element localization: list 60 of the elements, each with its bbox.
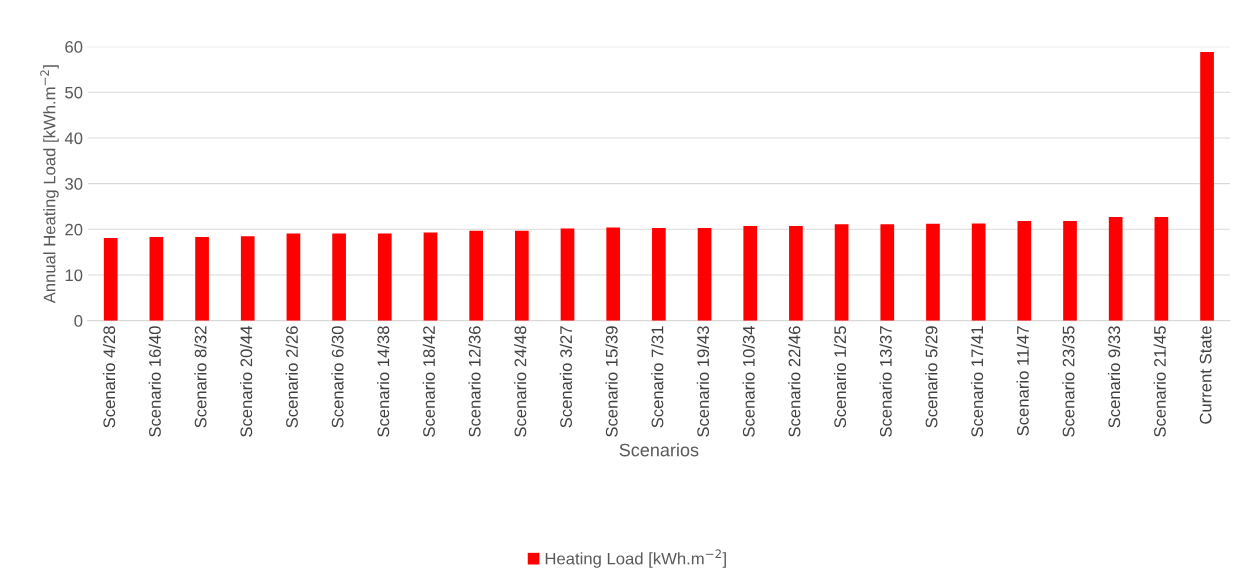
x-tick-label: Scenario 15/39 — [605, 326, 618, 437]
x-tick-label: Scenario 19/43 — [696, 326, 710, 437]
bar — [834, 224, 849, 321]
bar — [926, 223, 940, 321]
x-tick-label: Scenario 5/29 — [925, 326, 938, 428]
x-tick-label: Scenario 12/36 — [468, 326, 481, 437]
x-tick-label: Scenario 1/25 — [833, 326, 847, 428]
x-tick-label: Scenario 2/26 — [285, 326, 298, 428]
y-axis-title: Annual Heating Load [kWh.m$^{−2}$] — [40, 65, 59, 304]
bar — [880, 224, 895, 321]
x-tick-label: Scenario 21/45 — [1153, 326, 1166, 437]
bar — [240, 236, 255, 321]
x-tick-label: Scenario 4/28 — [102, 326, 116, 428]
bar — [1108, 216, 1123, 321]
bar — [606, 227, 621, 321]
bar — [1154, 216, 1169, 321]
y-tick-label: 50 — [65, 86, 83, 99]
bar — [560, 228, 575, 321]
bar — [286, 233, 301, 321]
x-tick-label: Scenario 10/34 — [742, 325, 755, 437]
x-tick-label: Scenario 13/37 — [879, 326, 892, 437]
bar — [743, 226, 758, 321]
y-tick-label: 30 — [65, 178, 83, 190]
bar — [103, 237, 118, 321]
x-tick-label: Scenario 22/46 — [788, 326, 801, 437]
x-tick-label: Scenario 14/38 — [377, 326, 390, 437]
bar — [332, 233, 346, 321]
legend-label: Heating Load [kWh.m$^{−2}$] — [545, 549, 726, 568]
x-tick-label: Scenario 3/27 — [559, 326, 572, 428]
y-tick-label: 0 — [74, 315, 83, 327]
x-axis-title: Scenarios — [619, 443, 699, 457]
bar — [789, 226, 803, 321]
x-tick-label: Scenario 9/33 — [1107, 326, 1121, 428]
bar — [652, 227, 666, 321]
y-tick-label: 10 — [65, 269, 83, 282]
x-tick-label: Scenario 17/41 — [970, 326, 984, 437]
x-tick-label: Scenario 24/48 — [514, 326, 527, 437]
y-tick-label: 40 — [64, 132, 83, 145]
x-tick-label: Scenario 23/35 — [1062, 326, 1075, 437]
bar — [971, 223, 986, 321]
bar — [377, 233, 392, 321]
y-tick-label: 20 — [65, 223, 83, 236]
x-tick-label: Scenario 6/30 — [331, 326, 344, 428]
x-tick-label: Scenario 7/31 — [651, 326, 664, 428]
bar — [1017, 221, 1032, 321]
bar — [149, 237, 164, 321]
bar — [1063, 221, 1077, 321]
y-tick-label: 60 — [65, 41, 83, 53]
x-tick-label: Current State — [1199, 326, 1212, 424]
x-tick-label: Scenario 18/42 — [422, 326, 435, 437]
x-tick-label: Scenario 11/47 — [1016, 326, 1029, 436]
bar — [469, 230, 483, 321]
bar — [1200, 52, 1214, 321]
x-tick-label: Scenario 20/44 — [239, 325, 253, 437]
bar — [697, 227, 712, 321]
x-tick-label: Scenario 8/32 — [194, 326, 207, 428]
bar — [514, 230, 529, 321]
x-tick-label: Scenario 16/40 — [148, 326, 161, 437]
bar — [195, 237, 209, 321]
bar — [423, 232, 438, 321]
